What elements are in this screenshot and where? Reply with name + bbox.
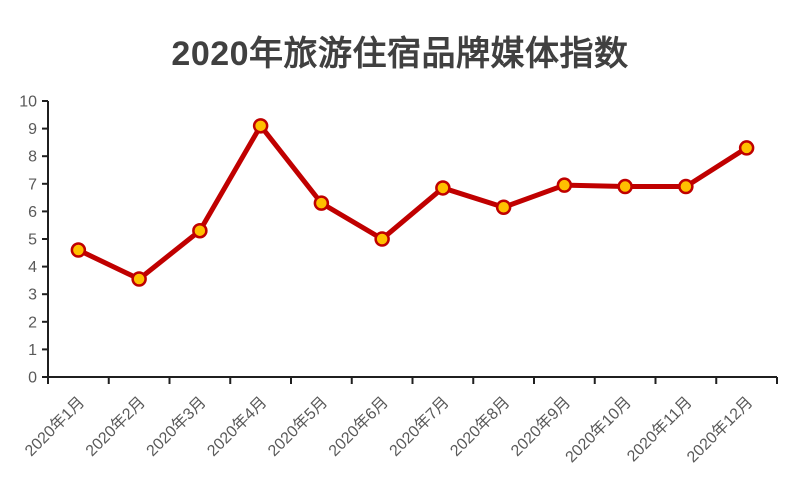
y-tick-label: 1 (28, 342, 37, 359)
y-tick-label: 10 (19, 94, 37, 111)
y-tick-label: 8 (28, 149, 37, 166)
data-point-marker (678, 178, 694, 195)
x-tick-label: 2020年12月 (683, 393, 756, 466)
data-point-marker (435, 180, 451, 196)
chart-title: 2020年旅游住宿品牌媒体指数 (171, 35, 629, 73)
y-tick-label: 5 (28, 232, 37, 249)
data-point-marker (495, 199, 512, 216)
x-tick-label: 2020年1月 (21, 393, 88, 460)
data-point-marker (374, 231, 390, 247)
y-tick-label: 6 (28, 204, 37, 221)
x-tick-label: 2020年9月 (507, 393, 574, 460)
y-tick-label: 2 (28, 314, 37, 331)
x-tick-label: 2020年3月 (143, 393, 210, 460)
data-point-marker (556, 177, 573, 193)
y-tick-label: 0 (28, 370, 37, 387)
x-tick-label: 2020年4月 (204, 393, 271, 460)
x-tick-label: 2020年2月 (82, 393, 149, 460)
y-tick-label: 4 (28, 259, 37, 276)
y-tick-label: 3 (28, 287, 37, 304)
data-point-marker (131, 271, 147, 287)
x-tick-label: 2020年5月 (264, 393, 331, 460)
x-tick-label: 2020年10月 (562, 393, 635, 466)
x-tick-label: 2020年6月 (325, 393, 392, 460)
data-point-marker (192, 222, 208, 239)
x-tick-label: 2020年7月 (386, 393, 453, 460)
y-tick-label: 7 (28, 176, 37, 193)
data-point-marker (252, 118, 269, 134)
data-point-marker (313, 195, 330, 211)
data-point-marker (70, 242, 87, 258)
y-tick-label: 9 (28, 121, 37, 138)
data-point-marker (617, 178, 633, 195)
data-point-marker (738, 140, 755, 156)
series-line (75, 123, 750, 282)
x-tick-label: 2020年8月 (447, 393, 514, 460)
